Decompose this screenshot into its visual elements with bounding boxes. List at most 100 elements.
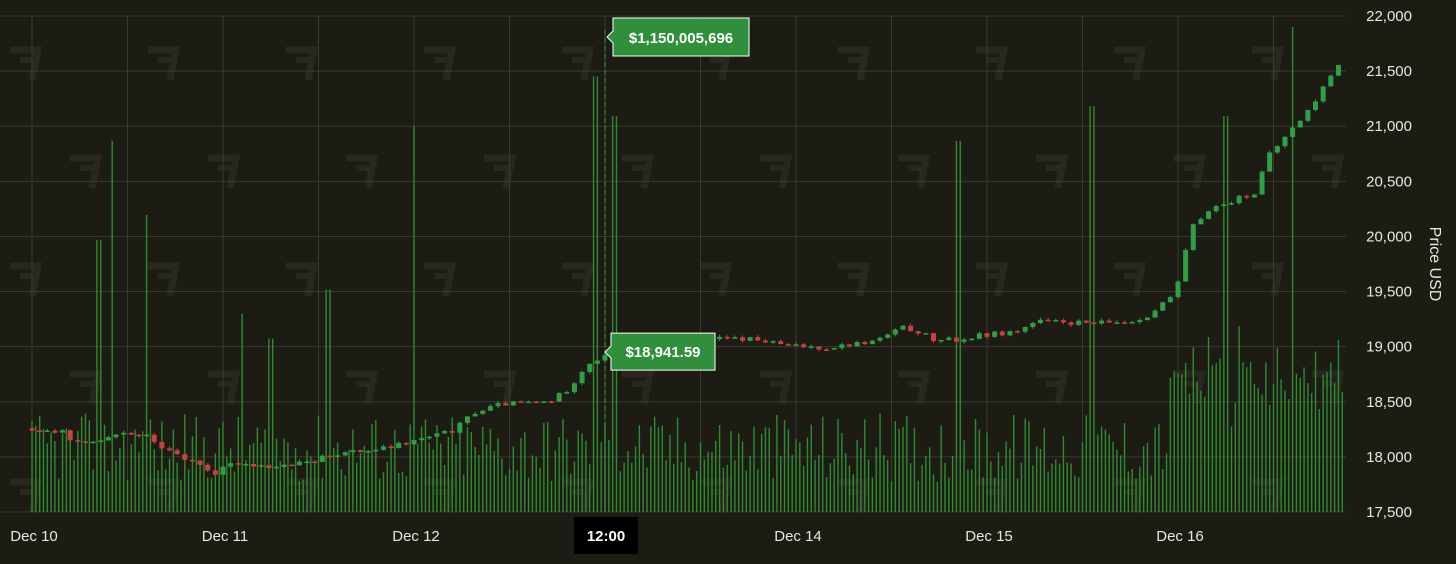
candle-up [1236, 195, 1242, 204]
candle-down [312, 461, 318, 464]
watermark-logo [208, 154, 241, 189]
candle-up [1007, 331, 1013, 336]
candle-down [266, 465, 272, 469]
candle-up [1198, 218, 1204, 225]
candle-up [1305, 109, 1311, 121]
candle-down [251, 463, 257, 467]
candle-down [82, 441, 88, 443]
candle-down [388, 446, 394, 449]
candle-up [442, 431, 448, 434]
candle-up [602, 354, 608, 361]
candle-up [1129, 322, 1135, 324]
price-tag-label: $18,941.59 [625, 344, 700, 361]
candle-down [1068, 322, 1074, 325]
candle-up [1152, 310, 1158, 318]
candle-up [335, 455, 341, 457]
candle-up [304, 461, 310, 464]
candle-down [205, 464, 211, 471]
candle-down [778, 341, 784, 345]
candle-up [747, 337, 753, 341]
candle-up [594, 360, 600, 364]
candle-up [319, 455, 325, 462]
candle-up [1328, 75, 1334, 87]
watermark-logo [898, 370, 931, 405]
candle-up [717, 336, 723, 340]
candle-down [327, 455, 333, 458]
y-axis-title: Price USD [1426, 227, 1443, 302]
candle-down [1045, 319, 1051, 322]
price-tag-box [604, 332, 716, 371]
candle-up [541, 401, 547, 403]
candle-up [900, 325, 906, 330]
candle-up [258, 465, 264, 467]
candle-up [976, 333, 982, 339]
candle-up [1335, 64, 1341, 76]
candle-up [877, 337, 883, 341]
candle-down [197, 460, 203, 465]
watermark-logo [562, 46, 595, 81]
candle-down [182, 454, 188, 460]
x-tick-label: Dec 16 [1156, 528, 1204, 545]
candle-up [1053, 320, 1059, 322]
candle-up [946, 337, 952, 340]
candle-up [480, 410, 486, 414]
candle-up [1144, 317, 1150, 321]
candle-up [923, 333, 929, 335]
candle-up [1228, 203, 1234, 205]
candle-up [892, 329, 898, 335]
candle-down [785, 344, 791, 346]
candle-up [1313, 101, 1319, 110]
candle-down [128, 432, 134, 435]
y-tick-label: 21,000 [1366, 118, 1412, 135]
candle-up [556, 392, 562, 402]
candle-up [60, 430, 66, 433]
watermark-pattern [10, 46, 1345, 513]
y-tick-label: 20,000 [1366, 228, 1412, 245]
y-tick-label: 22,000 [1366, 8, 1412, 25]
candle-down [67, 430, 73, 441]
candle-down [1244, 195, 1250, 198]
candle-down [449, 431, 455, 433]
watermark-logo [760, 154, 793, 189]
candle-down [1091, 322, 1097, 325]
candle-down [503, 403, 509, 406]
candle-up [1037, 319, 1043, 324]
candle-up [1282, 136, 1288, 147]
watermark-logo [898, 154, 931, 189]
candle-down [235, 463, 241, 465]
candle-up [1190, 224, 1196, 250]
watermark-logo [838, 46, 871, 81]
candle-down [174, 450, 180, 455]
candle-up [969, 338, 975, 341]
candle-up [1183, 249, 1189, 282]
candle-up [510, 401, 516, 406]
candle-down [549, 401, 555, 403]
candle-down [999, 331, 1005, 336]
watermark-logo [976, 262, 1009, 297]
candles [29, 64, 1341, 476]
candle-up [564, 392, 570, 394]
candle-down [358, 450, 364, 453]
candle-down [1106, 320, 1112, 323]
candle-down [755, 337, 761, 341]
candle-up [472, 413, 478, 417]
watermark-logo [346, 154, 379, 189]
candle-up [373, 449, 379, 452]
candle-down [167, 448, 173, 451]
candle-up [526, 401, 532, 404]
candle-up [44, 430, 50, 433]
candle-down [801, 344, 807, 348]
candle-down [159, 441, 165, 449]
candle-up [992, 331, 998, 337]
candle-down [1060, 320, 1066, 323]
candle-down [75, 440, 81, 442]
watermark-logo [1252, 46, 1285, 81]
candle-up [243, 463, 249, 466]
volume-tag-box [606, 17, 750, 57]
watermark-logo [622, 154, 655, 189]
candle-up [396, 442, 402, 449]
candle-down [1122, 322, 1128, 324]
y-tick-label: 21,500 [1366, 63, 1412, 80]
